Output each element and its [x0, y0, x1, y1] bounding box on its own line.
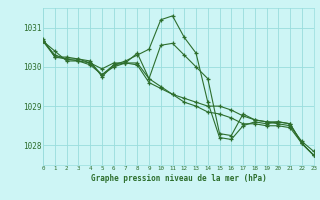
- X-axis label: Graphe pression niveau de la mer (hPa): Graphe pression niveau de la mer (hPa): [91, 174, 266, 183]
